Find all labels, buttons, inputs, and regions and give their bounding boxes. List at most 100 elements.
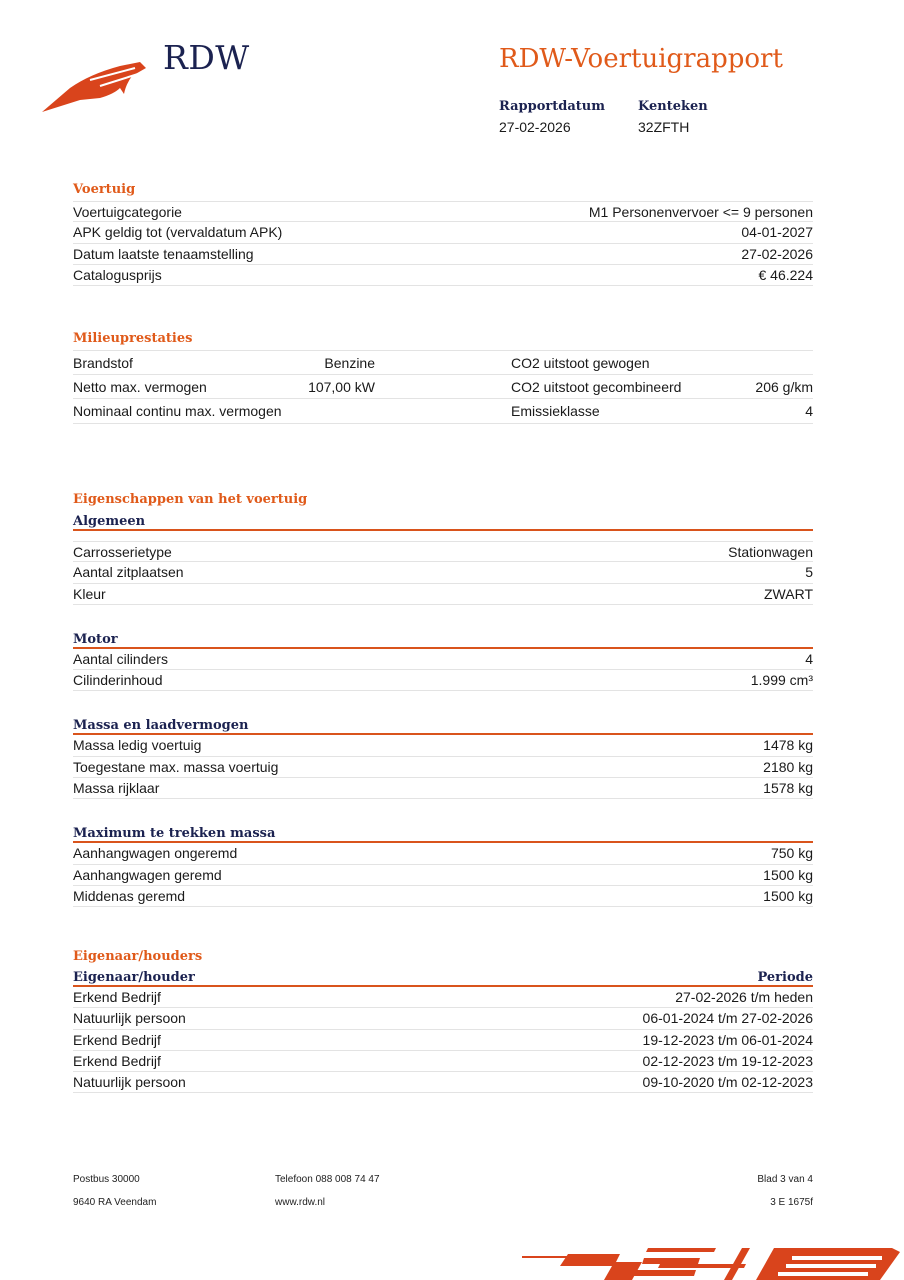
table-row: Natuurlijk persoon 06-01-2024 t/m 27-02-2…: [73, 1008, 813, 1030]
row-value: 1.999 cm³: [750, 672, 813, 689]
row-value: 5: [805, 564, 813, 581]
row-label: Aanhangwagen geremd: [73, 866, 222, 883]
section-milieuprestaties: Milieuprestaties Brandstof Benzine CO2 uits…: [73, 331, 813, 424]
table-row: Netto max. vermogen 107,00 kW CO2 uitstoot…: [73, 375, 813, 399]
row-value: Stationwagen: [728, 544, 813, 560]
logo-text: RDW: [163, 38, 250, 77]
section-voertuig: Voertuig Voertuigcategorie M1 Personenverv…: [73, 182, 814, 287]
table-row: Toegestane max. massa voertuig 2180 kg: [73, 757, 813, 779]
row-label-2: Emissieklasse: [511, 403, 600, 419]
subsection-label: Massa en laadvermogen: [73, 718, 249, 734]
table-row: APK geldig tot (vervaldatum APK) 04-01-20…: [73, 222, 813, 244]
footer-address2: 9640 RA Veendam: [73, 1197, 157, 1208]
row-label: Toegestane max. massa voertuig: [73, 758, 279, 775]
spacer: [73, 605, 813, 633]
row-value: ZWART: [764, 585, 813, 602]
row-label: Middenas geremd: [73, 887, 186, 904]
table-row: Massa rijklaar 1578 kg: [73, 778, 813, 800]
owner-type: Erkend Bedrijf: [73, 1052, 161, 1069]
section-title: Voertuig: [73, 182, 136, 197]
row-value: 27-02-2026: [741, 245, 813, 262]
row-value: 1500 kg: [763, 887, 813, 904]
subsection-label: Algemeen: [73, 514, 146, 529]
owner-period: 19-12-2023 t/m 06-01-2024: [642, 1031, 813, 1048]
table-row: Nominaal continu max. vermogen Emissiekla…: [73, 399, 813, 424]
table-row: Erkend Bedrijf 19-12-2023 t/m 06-01-2024: [73, 1030, 813, 1051]
table-row: Cilinderinhoud 1.999 cm³: [73, 670, 813, 692]
table-row: Aanhangwagen geremd 1500 kg: [73, 865, 813, 886]
table-row: Catalogusprijs € 46.224: [73, 265, 814, 287]
subsection-label: Motor: [73, 631, 118, 647]
table-row: Aantal cilinders 4: [73, 649, 813, 671]
column-header-period: Periode: [757, 970, 813, 985]
table-header: Eigenaar/houder Periode: [73, 971, 813, 987]
row-value: € 46.224: [758, 266, 814, 283]
row-label: Aantal zitplaatsen: [73, 564, 184, 581]
row-value-2: 206 g/km: [755, 378, 813, 395]
owner-period: 27-02-2026 t/m heden: [675, 989, 813, 1005]
row-label: Carrosserietype: [73, 544, 172, 560]
subsection-title: Motor: [73, 631, 813, 649]
label: Kenteken: [638, 99, 708, 114]
footer-phone: Telefoon 088 008 74 47: [275, 1174, 380, 1185]
row-label: Aanhangwagen ongeremd: [73, 845, 238, 862]
row-value-2: 4: [805, 403, 813, 419]
table-row: Middenas geremd 1500 kg: [73, 886, 813, 908]
subsection-title: Massa en laadvermogen: [73, 718, 813, 736]
section-title: Eigenaar/houders: [73, 949, 203, 964]
spacer: [73, 691, 813, 719]
row-label: Aantal cilinders: [73, 650, 168, 667]
row-label: Massa ledig voertuig: [73, 737, 202, 754]
owner-type: Natuurlijk persoon: [73, 1074, 186, 1091]
footer-address1: Postbus 30000: [73, 1174, 140, 1185]
table-row: Massa ledig voertuig 1478 kg: [73, 735, 813, 757]
spacer: [73, 531, 813, 541]
value: 32ZFTH: [638, 119, 690, 135]
row-value: 04-01-2027: [741, 224, 813, 241]
section-title: Milieuprestaties: [73, 331, 193, 346]
row-label: Massa rijklaar: [73, 780, 160, 797]
spacer: [73, 799, 813, 827]
license-plate: Kenteken 32ZFTH: [638, 99, 708, 135]
spacer: [73, 506, 813, 515]
table-row: Aantal zitplaatsen 5: [73, 562, 813, 584]
table-row: Erkend Bedrijf 02-12-2023 t/m 19-12-2023: [73, 1051, 813, 1073]
section-eigenschappen: Eigenschappen van het voertuig Algemeen Ca…: [73, 493, 813, 908]
row-label-2: CO2 uitstoot gecombineerd: [511, 378, 682, 395]
table-row: Datum laatste tenaamstelling 27-02-2026: [73, 244, 813, 265]
table-row: Erkend Bedrijf 27-02-2026 t/m heden: [73, 987, 813, 1009]
row-label: Datum laatste tenaamstelling: [73, 245, 254, 262]
footer-page: Blad 3 van 4: [757, 1174, 813, 1185]
owner-period: 02-12-2023 t/m 19-12-2023: [642, 1052, 813, 1069]
row-label: APK geldig tot (vervaldatum APK): [73, 224, 283, 241]
page-title: RDW-Voertuigrapport: [499, 44, 783, 74]
table-row: Natuurlijk persoon 09-10-2020 t/m 02-12-2…: [73, 1072, 813, 1094]
owner-period: 06-01-2024 t/m 27-02-2026: [642, 1010, 813, 1027]
table-row: Brandstof Benzine CO2 uitstoot gewogen: [73, 350, 813, 375]
label: Rapportdatum: [499, 99, 605, 114]
rdw-logo-icon: [42, 62, 146, 112]
table-row: Voertuigcategorie M1 Personenvervoer <= 9…: [73, 201, 813, 223]
row-value: Benzine: [324, 355, 375, 371]
rdw-stripe-logo-icon: [522, 1248, 900, 1280]
section-eigenaar: Eigenaar/houders Eigenaar/houder Periode Er…: [73, 949, 813, 1094]
table-row: Aanhangwagen ongeremd 750 kg: [73, 843, 813, 865]
row-label: Kleur: [73, 585, 106, 602]
row-label: Cilinderinhoud: [73, 672, 163, 689]
row-value: [283, 399, 375, 423]
footer-website[interactable]: www.rdw.nl: [275, 1197, 326, 1208]
row-label: Nominaal continu max. vermogen: [73, 403, 282, 419]
row-value: 1578 kg: [763, 780, 813, 797]
owner-type: Natuurlijk persoon: [73, 1010, 186, 1027]
row-label: Netto max. vermogen: [73, 378, 207, 395]
row-value: 1478 kg: [763, 737, 813, 754]
row-label-2: CO2 uitstoot gewogen: [511, 355, 650, 371]
subsection-title: Maximum te trekken massa: [73, 827, 813, 844]
row-value: 1500 kg: [763, 866, 813, 883]
column-header-owner: Eigenaar/houder: [73, 970, 195, 985]
owner-type: Erkend Bedrijf: [73, 989, 161, 1005]
row-value: 107,00 kW: [308, 378, 375, 395]
subsection-title: Algemeen: [73, 515, 813, 531]
row-label: Voertuigcategorie: [73, 204, 182, 220]
owner-period: 09-10-2020 t/m 02-12-2023: [642, 1074, 813, 1091]
